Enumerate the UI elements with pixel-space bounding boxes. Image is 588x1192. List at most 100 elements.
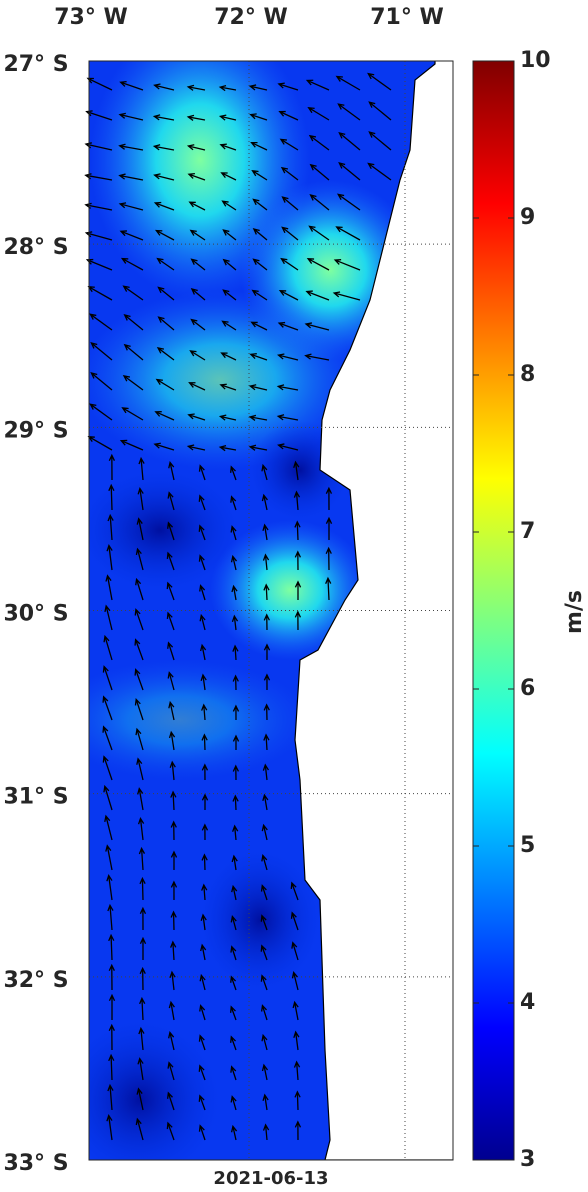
wind-arrow xyxy=(154,411,175,421)
graticule xyxy=(89,61,453,1160)
wind-arrow xyxy=(198,1124,206,1141)
wind-arrow xyxy=(119,80,144,91)
wind-arrow xyxy=(167,1061,175,1081)
wind-arrow xyxy=(230,975,237,991)
wind-arrow xyxy=(199,584,206,601)
wind-arrow xyxy=(157,286,175,301)
wind-arrow xyxy=(166,581,175,601)
wind-arrow xyxy=(108,1023,115,1051)
wind-arrow xyxy=(261,493,268,511)
wind-arrow xyxy=(108,1053,115,1081)
wind-arrow xyxy=(291,970,299,991)
wind-arrow xyxy=(232,704,240,721)
wind-arrow xyxy=(293,1030,300,1051)
wind-arrow xyxy=(221,320,237,331)
wind-arrow xyxy=(187,172,206,181)
wind-arrow xyxy=(199,973,206,991)
wind-arrow xyxy=(231,884,238,901)
wind-arrow xyxy=(167,671,175,691)
wind-arrow xyxy=(104,604,113,631)
wind-arrow xyxy=(153,442,175,451)
wind-arrow xyxy=(189,350,206,361)
wind-arrow xyxy=(231,614,239,631)
wind-arrow xyxy=(108,453,116,481)
wind-arrow xyxy=(222,289,237,301)
wind-arrow xyxy=(309,163,330,181)
wind-arrow xyxy=(155,378,175,391)
lat-label: 31° S xyxy=(3,785,68,810)
wind-arrow xyxy=(139,936,147,961)
wind-arrow xyxy=(221,200,237,211)
wind-arrow xyxy=(277,353,299,361)
wind-arrow xyxy=(198,464,206,481)
wind-arrow xyxy=(336,193,361,211)
wind-arrow xyxy=(121,407,144,421)
wind-arrow xyxy=(280,166,299,181)
wind-arrow xyxy=(190,288,206,301)
wind-arrow xyxy=(230,465,237,481)
wind-arrow xyxy=(168,700,175,721)
wind-arrow xyxy=(134,697,144,721)
lon-label: 71° W xyxy=(370,5,444,30)
wind-arrow xyxy=(134,608,144,631)
colorbar-tick-label: 7 xyxy=(520,519,535,544)
wind-arrow xyxy=(187,413,206,421)
wind-arrow xyxy=(138,456,145,481)
wind-arrow xyxy=(220,172,237,181)
wind-arrow xyxy=(252,228,268,241)
wind-arrow xyxy=(368,131,392,151)
wind-arrow xyxy=(337,103,361,121)
wind-arrow xyxy=(105,574,113,601)
wind-arrow xyxy=(308,225,330,241)
wind-arrow xyxy=(104,814,113,841)
wind-arrow xyxy=(250,321,268,331)
wind-arrow xyxy=(304,353,330,361)
wind-arrow xyxy=(218,414,237,421)
wind-arrow xyxy=(201,733,208,751)
colorbar-tick-label: 3 xyxy=(520,1147,535,1172)
wind-arrow xyxy=(108,993,116,1020)
wind-arrow xyxy=(102,755,113,781)
wind-arrow xyxy=(190,258,206,271)
wind-arrow xyxy=(218,84,237,92)
wind-arrow xyxy=(136,757,144,781)
wind-arrow xyxy=(198,1064,206,1081)
wind-arrow xyxy=(230,1005,237,1021)
lon-label: 72° W xyxy=(214,5,288,30)
wind-arrow xyxy=(169,760,176,781)
wind-arrow xyxy=(232,734,240,751)
lon-label: 73° W xyxy=(54,5,128,30)
wind-arrow xyxy=(200,913,207,931)
wind-arrow xyxy=(198,554,206,571)
wind-arrow xyxy=(156,347,175,361)
wind-arrow xyxy=(199,1004,206,1021)
wind-arrow xyxy=(153,173,175,181)
wind-arrow xyxy=(280,257,299,271)
wind-arrow xyxy=(198,524,206,541)
wind-arrow xyxy=(262,793,269,811)
wind-arrow xyxy=(219,143,237,151)
wind-arrow xyxy=(262,1093,269,1111)
wind-arrow xyxy=(248,384,268,391)
wind-arrow xyxy=(249,113,268,121)
wind-arrow xyxy=(325,576,332,601)
wind-arrow xyxy=(293,460,300,481)
wind-arrow xyxy=(186,144,206,151)
wind-arrow xyxy=(188,201,206,211)
wind-arrow xyxy=(135,577,144,601)
wind-arrow xyxy=(307,106,330,121)
wind-arrow xyxy=(252,258,268,271)
wind-arrow xyxy=(136,517,144,541)
wind-arrow xyxy=(262,523,269,541)
wind-arrow xyxy=(108,963,115,991)
wind-arrow xyxy=(201,883,208,901)
wind-arrow xyxy=(103,784,113,811)
wind-arrow xyxy=(294,610,302,631)
wind-arrow xyxy=(250,141,268,151)
wind-arrow xyxy=(201,823,209,841)
colorbar-tick-label: 8 xyxy=(520,362,535,387)
wind-arrow xyxy=(168,1030,175,1051)
wind-arrow xyxy=(218,114,237,121)
wind-arrow xyxy=(166,1121,175,1141)
wind-arrow xyxy=(199,613,206,631)
